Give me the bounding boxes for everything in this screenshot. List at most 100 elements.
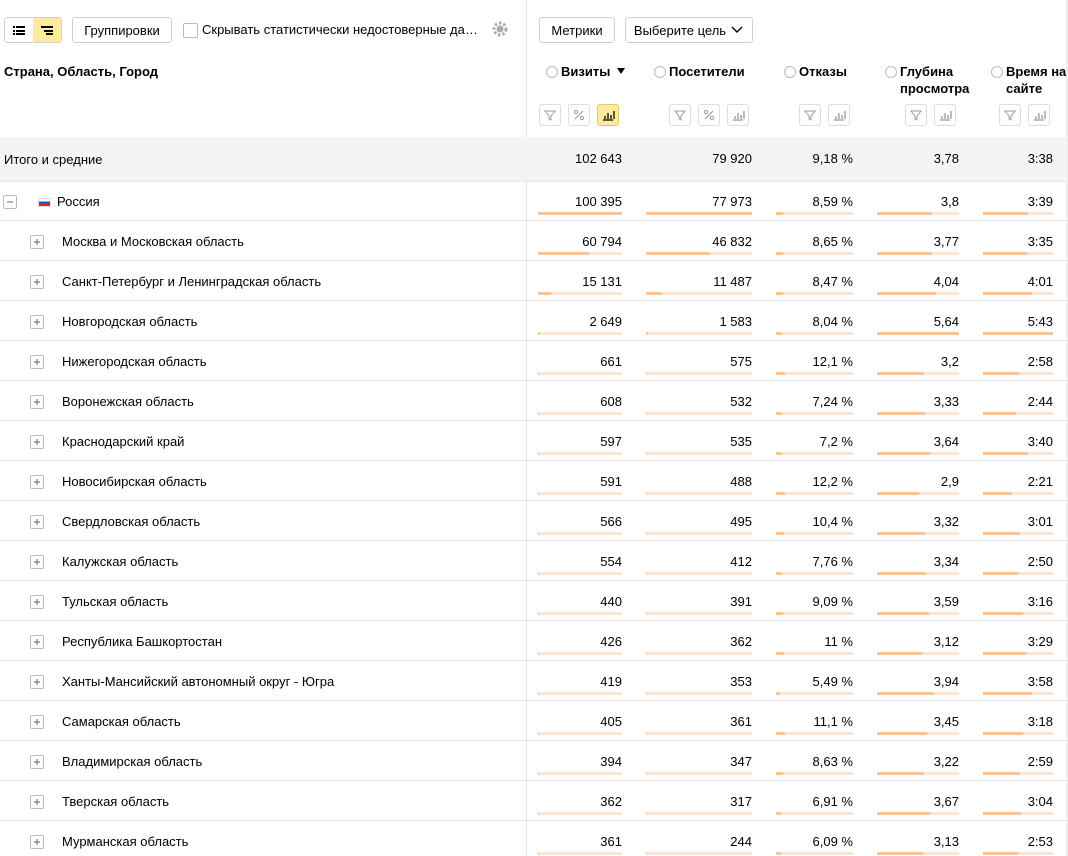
expand-toggle[interactable]: [30, 555, 44, 569]
expand-toggle[interactable]: [30, 515, 44, 529]
metric-value: 554: [600, 554, 622, 569]
expand-toggle[interactable]: [30, 235, 44, 249]
metric-value: 347: [730, 754, 752, 769]
goal-select[interactable]: Выберите цель: [625, 17, 753, 43]
metric-value: 2,9: [940, 474, 959, 489]
metric-value: 2:44: [1027, 394, 1053, 409]
metric-value: 3,34: [933, 554, 959, 569]
value-bar-fill: [983, 652, 1026, 655]
total-value: 79 920: [712, 151, 752, 166]
metric-value: 4,04: [933, 274, 959, 289]
expand-toggle[interactable]: [30, 595, 44, 609]
row-label: Москва и Московская область: [62, 234, 244, 249]
value-bar: [983, 652, 1053, 655]
expand-toggle[interactable]: [30, 395, 44, 409]
metric-value: 3:29: [1027, 634, 1053, 649]
metric-icon[interactable]: [828, 104, 850, 126]
metric-value: 3:01: [1027, 514, 1053, 529]
row-label: Краснодарский край: [62, 434, 185, 449]
metric-value: 597: [600, 434, 622, 449]
expand-toggle[interactable]: [30, 475, 44, 489]
hide-checkbox-label[interactable]: Скрывать статистически недостоверные да…: [202, 22, 478, 37]
value-bar: [646, 292, 752, 295]
help-icon[interactable]: [654, 66, 666, 78]
tree-view[interactable]: [33, 18, 61, 42]
groupings-button[interactable]: Группировки: [72, 17, 172, 43]
column-header[interactable]: Отказы: [799, 64, 847, 79]
metric-icon[interactable]: [905, 104, 927, 126]
expand-toggle[interactable]: [30, 835, 44, 849]
expand-toggle[interactable]: [30, 435, 44, 449]
value-bar-fill: [776, 732, 785, 735]
value-bar-fill: [646, 252, 710, 255]
metric-value: 419: [600, 674, 622, 689]
metric-icon[interactable]: [934, 104, 956, 126]
value-bar: [983, 692, 1053, 695]
help-icon[interactable]: [784, 66, 796, 78]
metric-icon[interactable]: [727, 104, 749, 126]
expand-toggle[interactable]: [30, 675, 44, 689]
metric-icon[interactable]: [698, 104, 720, 126]
value-bar-fill: [983, 812, 1021, 815]
metric-value: 361: [730, 714, 752, 729]
expand-toggle[interactable]: [30, 635, 44, 649]
metric-value: 7,76 %: [812, 554, 853, 569]
row-label: Самарская область: [62, 714, 181, 729]
metric-value: 3:18: [1027, 714, 1053, 729]
checkbox[interactable]: [183, 23, 198, 38]
expand-toggle[interactable]: [3, 195, 17, 209]
value-bar-fill: [646, 572, 647, 575]
metric-icon[interactable]: [539, 104, 561, 126]
metric-value: 11,1 %: [813, 714, 853, 729]
expand-toggle[interactable]: [30, 795, 44, 809]
column-header[interactable]: Глубина просмотра: [900, 64, 970, 96]
dimension-header: Страна, Область, Город: [4, 64, 158, 79]
expand-toggle[interactable]: [30, 715, 44, 729]
value-bar: [538, 732, 622, 735]
metrics-button[interactable]: Метрики: [539, 17, 615, 43]
value-bar: [877, 252, 959, 255]
value-bar: [538, 772, 622, 775]
view-toggle[interactable]: [4, 17, 62, 43]
column-header[interactable]: Визиты: [561, 64, 611, 79]
metric-value: 3:39: [1027, 194, 1053, 209]
metric-icon[interactable]: [597, 104, 619, 126]
expand-toggle[interactable]: [30, 275, 44, 289]
help-icon[interactable]: [546, 66, 558, 78]
value-bar-fill: [877, 852, 923, 855]
column-header[interactable]: Время на сайте: [1006, 64, 1067, 96]
value-bar: [646, 372, 752, 375]
value-bar-fill: [877, 412, 926, 415]
value-bar-fill: [877, 692, 935, 695]
settings-icon[interactable]: [492, 21, 508, 37]
value-bar: [776, 732, 853, 735]
metric-value: 361: [600, 834, 622, 849]
help-icon[interactable]: [991, 66, 1003, 78]
help-icon[interactable]: [885, 66, 897, 78]
metric-icon[interactable]: [1028, 104, 1050, 126]
metric-icon[interactable]: [799, 104, 821, 126]
metric-icon[interactable]: [568, 104, 590, 126]
value-bar-fill: [776, 212, 783, 215]
metric-value: 5:43: [1027, 314, 1053, 329]
value-bar: [646, 852, 752, 855]
expand-toggle[interactable]: [30, 355, 44, 369]
value-bar-fill: [983, 692, 1032, 695]
region-row: Воронежская область 608 532 7,24 % 3,33 2:44: [0, 381, 1066, 421]
value-bar: [646, 572, 752, 575]
column-header[interactable]: Посетители: [669, 64, 745, 79]
expand-toggle[interactable]: [30, 755, 44, 769]
value-bar: [776, 412, 853, 415]
list-view[interactable]: [5, 18, 33, 42]
expand-toggle[interactable]: [30, 315, 44, 329]
metric-icon[interactable]: [999, 104, 1021, 126]
value-bar: [983, 572, 1053, 575]
metric-value: 661: [600, 354, 622, 369]
value-bar: [776, 212, 853, 215]
metric-icon[interactable]: [669, 104, 691, 126]
value-bar: [538, 572, 622, 575]
value-bar: [877, 612, 959, 615]
value-bar-fill: [776, 652, 785, 655]
value-bar-fill: [538, 412, 539, 415]
row-label: Новосибирская область: [62, 474, 207, 489]
